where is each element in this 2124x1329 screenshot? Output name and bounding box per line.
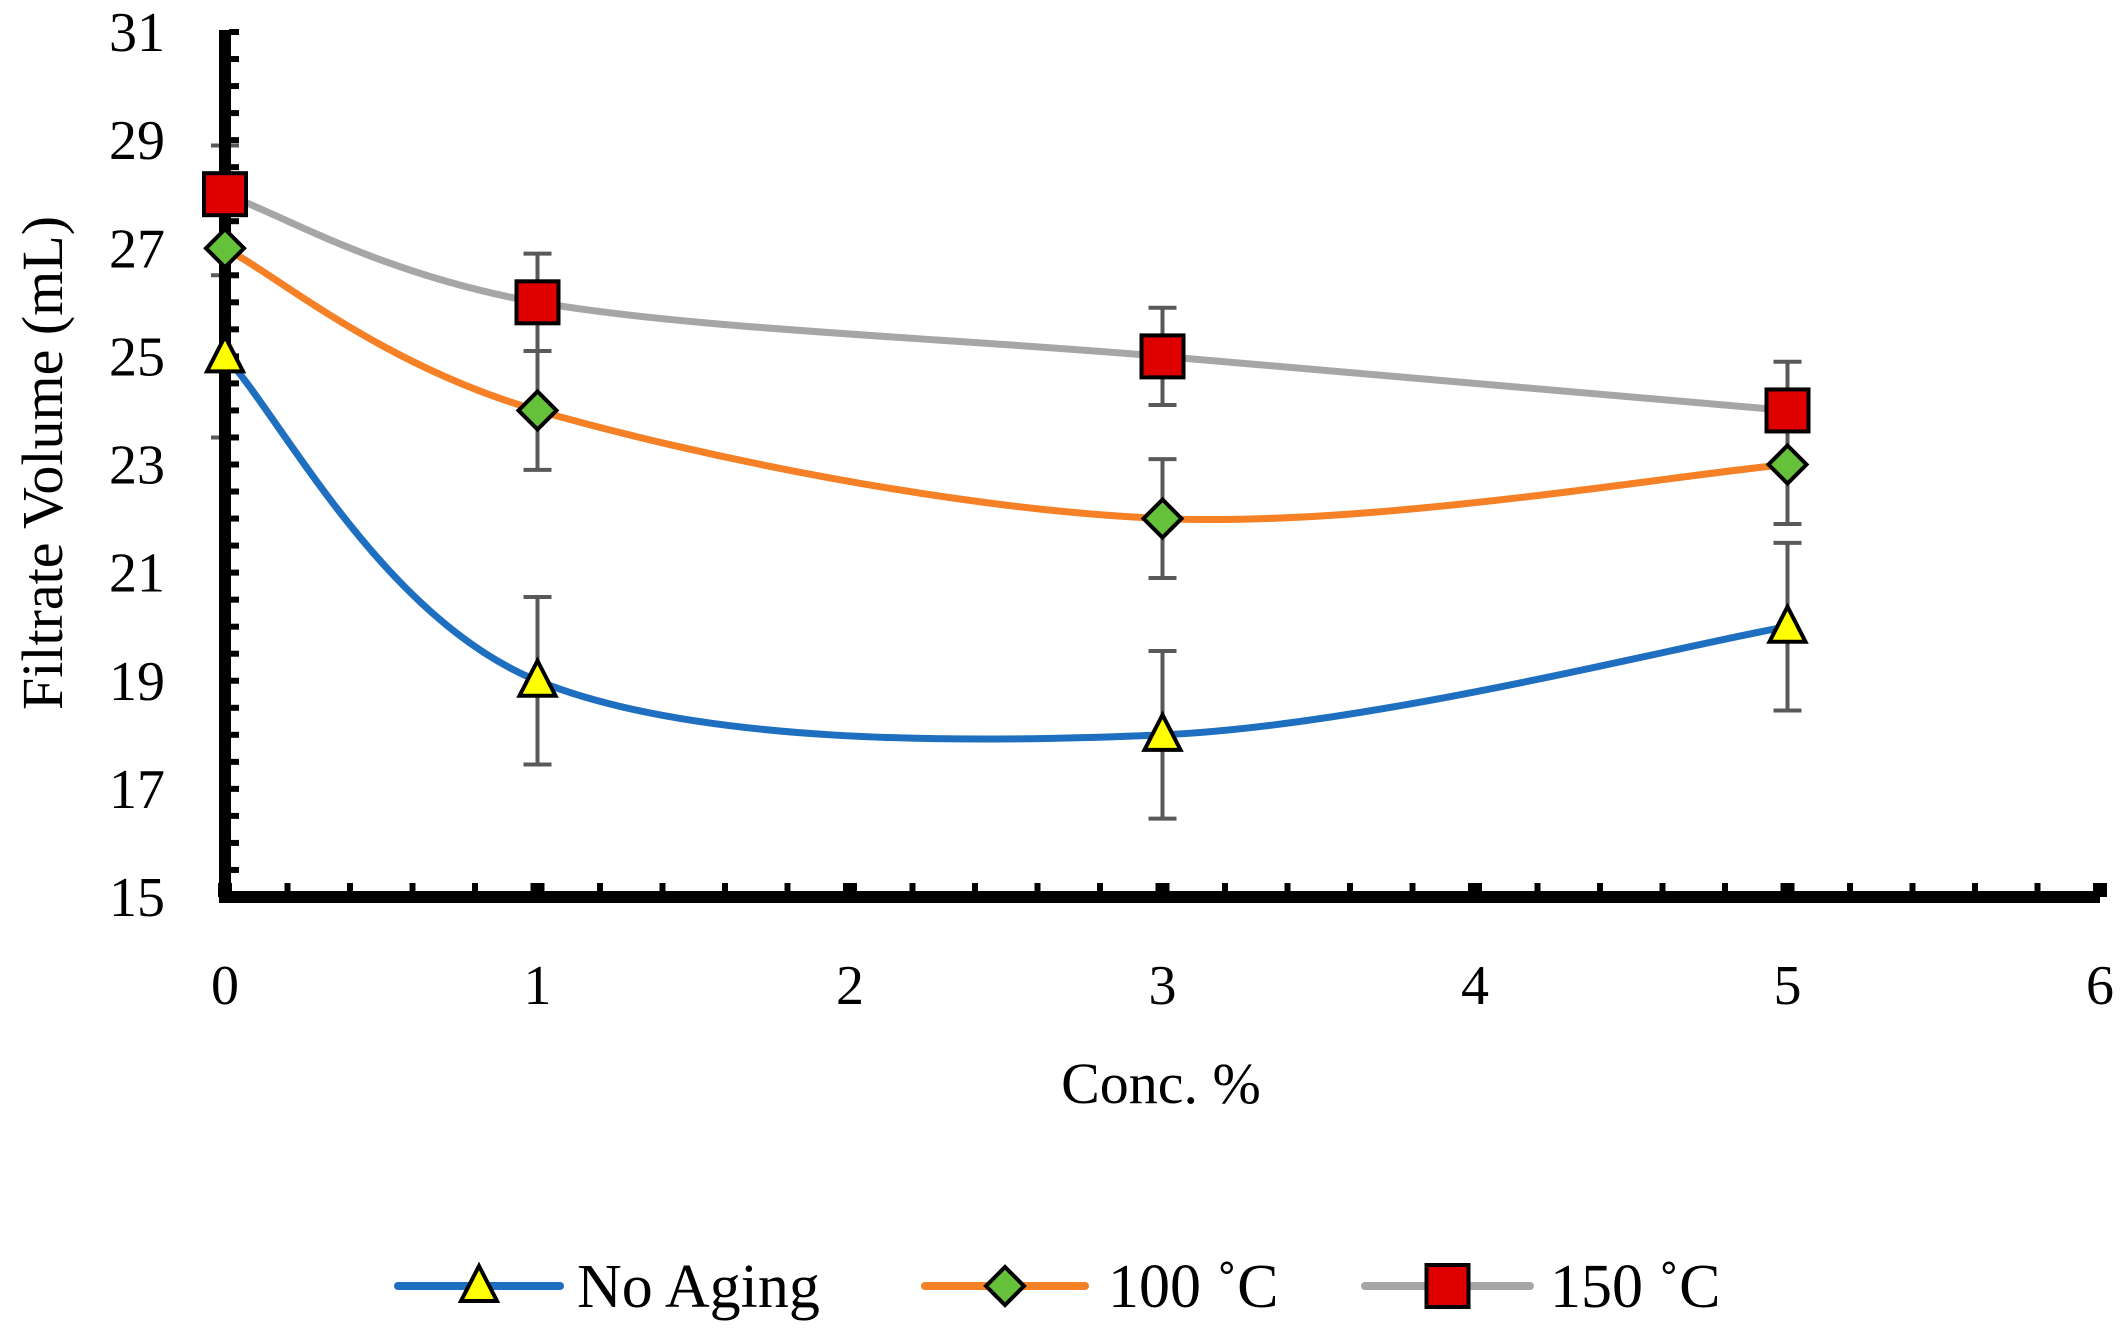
marker-0-3 <box>1766 602 1809 644</box>
legend-marker <box>457 1261 501 1303</box>
marker-2-2 <box>1139 333 1186 380</box>
y-tick-label: 29 <box>109 110 165 172</box>
error-bars <box>211 143 1802 821</box>
marker-1-1 <box>515 388 560 433</box>
x-major-tick <box>530 883 545 897</box>
marker-2-1 <box>514 279 561 326</box>
x-major-tick <box>1780 883 1795 897</box>
y-tick-label: 25 <box>109 326 165 388</box>
marker-0-1 <box>516 656 559 698</box>
marker-2-0 <box>202 171 248 218</box>
series-lines <box>221 190 1791 743</box>
marker-2-3 <box>1764 387 1811 434</box>
y-axis-title: Filtrate Volume (mL) <box>10 216 75 710</box>
y-tick-label: 21 <box>109 543 165 605</box>
y-tick-label: 19 <box>109 651 165 713</box>
x-major-tick <box>218 883 232 897</box>
legend-item-0: No Aging <box>394 1253 820 1321</box>
series-line-2 <box>221 190 1791 414</box>
marker-1-0 <box>203 226 247 271</box>
legend-label: No Aging <box>577 1253 820 1321</box>
series-markers <box>202 171 1811 752</box>
y-tick-label: 31 <box>109 2 165 64</box>
x-tick-label: 6 <box>2086 955 2114 1017</box>
marker-0-2 <box>1141 710 1184 752</box>
legend-item-1: 100 ˚C <box>921 1253 1279 1321</box>
legend: No Aging 100 ˚C 150 ˚C <box>394 1253 1721 1321</box>
x-major-tick <box>1155 883 1170 897</box>
marker-1-3 <box>1765 442 1810 487</box>
y-tick-label: 23 <box>109 435 165 497</box>
y-tick-label: 15 <box>109 867 165 929</box>
legend-label: 100 ˚C <box>1108 1253 1279 1321</box>
series-line-1 <box>221 244 1791 524</box>
x-tick-label: 3 <box>1149 955 1177 1017</box>
series-line-0 <box>221 352 1791 743</box>
y-tick-label: 17 <box>109 759 165 821</box>
x-tick-label: 5 <box>1774 955 1802 1017</box>
x-major-tick <box>1468 883 1482 897</box>
legend-marker <box>1424 1263 1471 1309</box>
legend-label: 150 ˚C <box>1550 1253 1721 1321</box>
x-major-tick <box>2093 883 2107 897</box>
x-axis-title: Conc. % <box>1061 1051 1261 1116</box>
legend-marker <box>983 1264 1027 1308</box>
x-tick-label: 4 <box>1461 955 1489 1017</box>
y-tick-label: 27 <box>109 218 165 280</box>
x-major-tick <box>843 883 857 897</box>
x-tick-label: 1 <box>524 955 552 1017</box>
x-tick-label: 0 <box>211 955 239 1017</box>
marker-1-2 <box>1140 496 1185 541</box>
marker-0-0 <box>203 332 247 374</box>
x-tick-label: 2 <box>836 955 864 1017</box>
legend-item-2: 150 ˚C <box>1361 1253 1721 1321</box>
